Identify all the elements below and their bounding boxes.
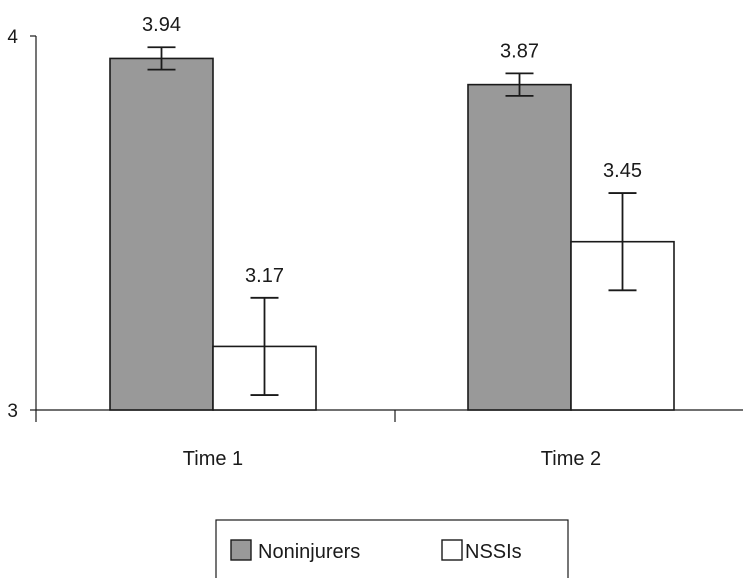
bar-noninjurers-time-2 <box>467 83 572 411</box>
data-label: 3.17 <box>245 265 284 287</box>
x-tick-label: Time 2 <box>541 448 601 470</box>
data-label: 3.45 <box>603 160 642 182</box>
legend-box <box>215 519 569 578</box>
legend: Noninjurers NSSIs <box>215 519 569 578</box>
data-label: 3.87 <box>500 40 539 62</box>
legend-swatch-nssis <box>441 539 463 561</box>
data-label: 3.94 <box>142 14 181 36</box>
legend-swatch-noninjurers <box>230 539 252 561</box>
x-tick-label: Time 1 <box>183 448 243 470</box>
bar-noninjurers-time-1 <box>109 57 214 411</box>
y-tick-label: 4 <box>7 27 18 48</box>
bars <box>109 46 675 411</box>
labels: 3.94 3.17 Time 1 3.87 3.45 Time 2 <box>142 14 642 470</box>
legend-label: Noninjurers <box>258 541 360 563</box>
legend-label: NSSIs <box>465 541 522 563</box>
y-tick-label: 3 <box>7 401 18 422</box>
